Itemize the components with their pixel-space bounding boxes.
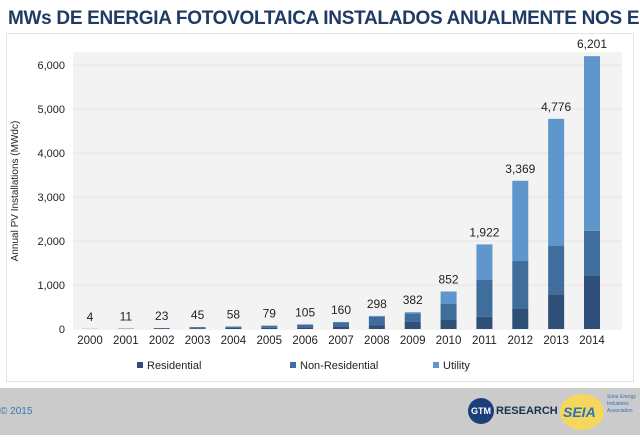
data-label: 3,369 (505, 162, 535, 176)
gtm-research-logo: GTM RESEARCH (468, 398, 558, 424)
x-tick-label: 2005 (256, 335, 282, 347)
y-tick-label: 3,000 (37, 192, 65, 204)
x-tick-label: 2012 (507, 335, 533, 347)
bar-residential-2010 (440, 319, 457, 329)
y-tick-label: 0 (59, 324, 65, 336)
data-label: 382 (403, 293, 423, 307)
x-tick-label: 2007 (328, 335, 354, 347)
x-tick-label: 2006 (292, 335, 318, 347)
bar-non-residential-2006 (297, 324, 314, 328)
bar-residential-2005 (261, 327, 278, 329)
bar-residential-2011 (476, 316, 493, 329)
copyright-text: © 2015 (0, 406, 33, 417)
y-tick-label: 2,000 (37, 236, 65, 248)
y-tick-label: 5,000 (37, 104, 65, 116)
legend-label: Utility (443, 360, 470, 372)
legend-swatch (137, 362, 143, 368)
bar-non-residential-2011 (476, 279, 493, 317)
bar-non-residential-2008 (368, 316, 385, 326)
bar-utility-2011 (476, 244, 493, 280)
bar-non-residential-2009 (404, 313, 421, 322)
bar-utility-2012 (512, 180, 529, 262)
bar-non-residential-2003 (189, 327, 206, 329)
data-label: 852 (439, 273, 459, 287)
data-label: 298 (367, 297, 387, 311)
y-axis-label: Annual PV Installations (MWdc) (10, 121, 21, 262)
y-tick-label: 4,000 (37, 148, 65, 160)
bar-utility-2009 (404, 312, 421, 314)
bar-residential-2003 (189, 328, 206, 329)
gtm-logo-mark: GTM (468, 398, 494, 424)
y-tick-label: 6,000 (37, 60, 65, 72)
data-label: 79 (263, 307, 277, 321)
x-tick-label: 2000 (77, 335, 103, 347)
x-tick-label: 2001 (113, 335, 139, 347)
bar-residential-2006 (297, 327, 314, 329)
footer: © 2015 GTM RESEARCH SEIA Solar Energy In… (0, 388, 640, 435)
bar-utility-2013 (548, 118, 565, 247)
y-tick-label: 1,000 (37, 280, 65, 292)
stacked-bar-chart: 0 1,000 2,000 3,000 4,000 5,000 6,000 Annual PV… (10, 37, 622, 372)
bar-non-residential-2010 (440, 304, 457, 320)
bar-residential-2008 (368, 325, 385, 329)
bar-utility-2008 (368, 315, 385, 317)
bar-residential-2012 (512, 308, 529, 329)
data-label: 4,776 (541, 100, 571, 114)
data-label: 45 (191, 308, 205, 322)
seia-logo-text: SEIA (563, 404, 596, 420)
page-title: MWs DE ENERGIA FOTOVOLTAICA INSTALADOS A… (8, 8, 640, 29)
data-label: 11 (120, 310, 133, 324)
bar-non-residential-2002 (153, 328, 170, 329)
bar-residential-2007 (333, 326, 349, 329)
legend-swatch (290, 362, 296, 368)
bar-residential-2009 (404, 321, 421, 329)
bar-residential-2014 (584, 275, 600, 329)
x-tick-label: 2002 (149, 335, 175, 347)
bar-non-residential-2004 (225, 326, 242, 328)
data-label: 1,922 (469, 225, 499, 239)
seia-logo: SEIA (560, 394, 604, 430)
x-tick-label: 2011 (472, 335, 497, 347)
x-tick-label: 2010 (436, 335, 462, 347)
plot-background (73, 52, 622, 330)
data-label: 4 (87, 310, 94, 324)
x-tick-label: 2004 (221, 335, 247, 347)
data-label: 6,201 (577, 37, 607, 51)
bar-residential-2004 (225, 327, 242, 329)
data-label: 160 (331, 303, 351, 317)
data-label: 105 (295, 305, 315, 319)
legend-label: Non-Residential (300, 360, 378, 372)
bar-non-residential-2014 (584, 230, 600, 276)
legend-label: Residential (147, 360, 201, 372)
x-tick-label: 2009 (400, 335, 426, 347)
bar-non-residential-2005 (261, 325, 278, 328)
bar-non-residential-2007 (333, 322, 349, 327)
bar-non-residential-2013 (548, 246, 565, 295)
bar-utility-2014 (584, 56, 600, 231)
seia-logo-subtext: Solar Energy Industries Association (607, 394, 636, 414)
x-tick-label: 2003 (185, 335, 211, 347)
legend-swatch (433, 362, 439, 368)
x-tick-label: 2014 (579, 335, 605, 347)
x-tick-label: 2013 (543, 335, 569, 347)
x-tick-label: 2008 (364, 335, 390, 347)
gtm-logo-text: RESEARCH (496, 405, 558, 417)
bar-residential-2013 (548, 294, 565, 329)
data-label: 58 (227, 307, 241, 321)
bar-non-residential-2012 (512, 261, 529, 309)
data-label: 23 (155, 309, 169, 323)
bar-utility-2010 (440, 291, 457, 305)
